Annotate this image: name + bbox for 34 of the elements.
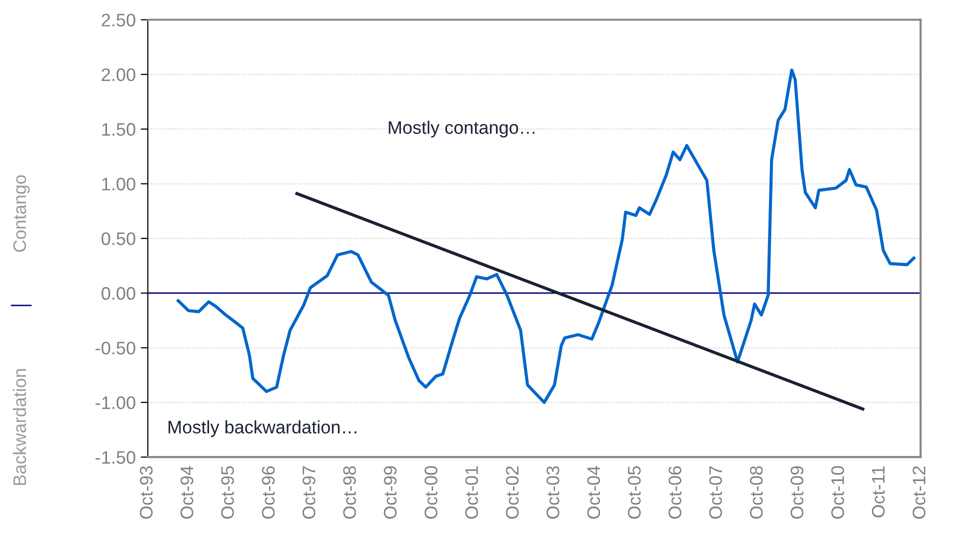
y-tick-label: 2.00 (102, 68, 136, 82)
y-tick-label: 1.50 (102, 123, 136, 136)
x-tick-label: Oct-10 (831, 466, 844, 519)
x-tick-label: Oct-95 (221, 466, 234, 519)
y-tick-label: 2.50 (102, 14, 136, 26)
x-tick-label: Oct-11 (872, 466, 885, 518)
y-tick-label: -1.50 (96, 451, 136, 464)
x-tick-label: Oct-01 (465, 466, 478, 519)
y-tick-label: 0.50 (102, 232, 136, 246)
x-tick-label: Oct-02 (506, 466, 519, 519)
annotation: Mostly contango… (388, 120, 534, 138)
y-tick-label: -0.50 (96, 342, 136, 354)
y-tick-label: 1.00 (102, 178, 136, 190)
y-tick-label: 0.00 (102, 287, 136, 300)
y-tick-label: -1.00 (96, 396, 136, 410)
x-tick-label: Oct-07 (709, 466, 722, 519)
x-tick-label: Oct-93 (140, 466, 153, 519)
x-tick-label: Oct-96 (262, 466, 275, 519)
x-tick-label: Oct-12 (912, 466, 926, 519)
x-tick-label: Oct-09 (790, 466, 804, 519)
x-tick-label: Oct-97 (302, 466, 316, 519)
x-tick-label: Oct-00 (424, 466, 438, 519)
text: Contango (13, 175, 30, 252)
x-tick-label: Oct-06 (668, 466, 682, 519)
x-tick-label: Oct-03 (546, 466, 560, 519)
line-series (176, 68, 916, 404)
x-tick-label: Oct-94 (180, 466, 194, 519)
x-tick-label: Oct-98 (343, 466, 356, 519)
annotation: Mostly backwardation… (168, 420, 356, 438)
x-tick-label: Oct-99 (384, 466, 397, 519)
x-tick-label: Oct-05 (628, 466, 641, 519)
x-tick-label: Oct-04 (587, 466, 600, 519)
x-tick-label: Oct-08 (750, 466, 763, 519)
text: Backwardation (12, 369, 26, 485)
